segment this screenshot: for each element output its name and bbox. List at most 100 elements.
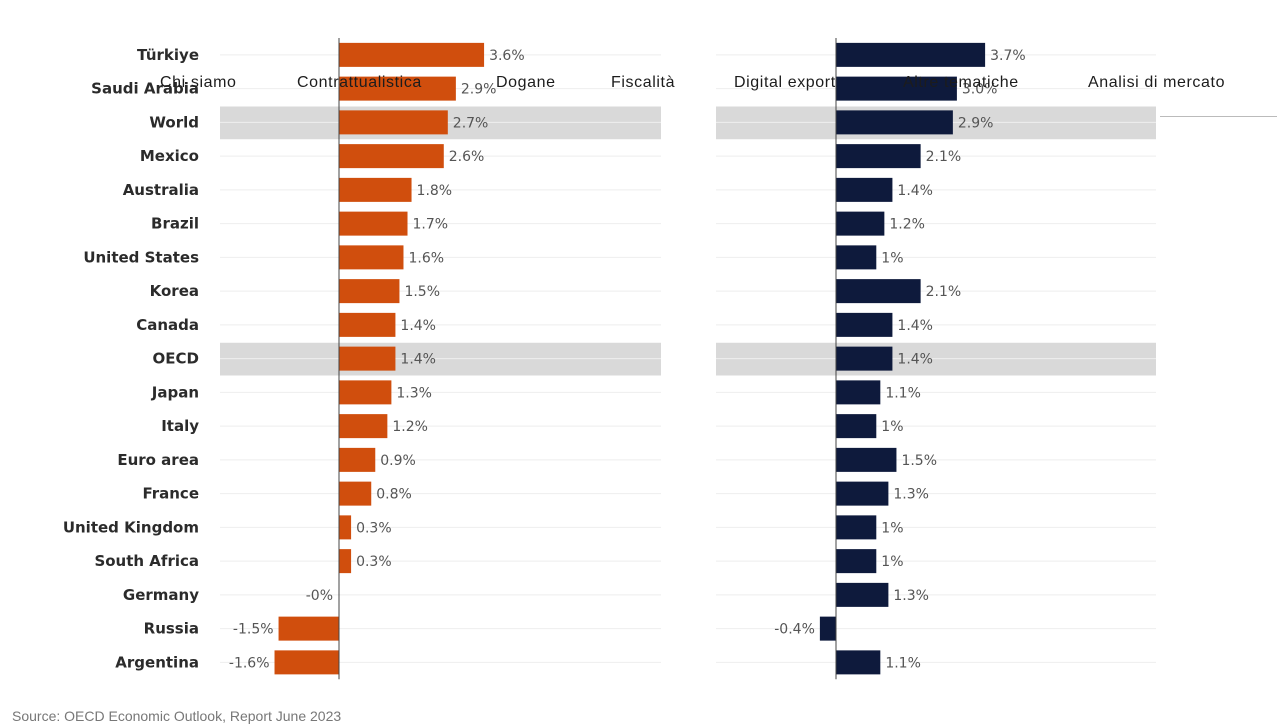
value-label: 1.1% <box>885 655 921 671</box>
category-label: Brazil <box>151 215 199 233</box>
bar <box>836 279 921 304</box>
value-label: 3.0% <box>962 82 998 98</box>
bar <box>836 650 881 675</box>
bar <box>836 346 893 371</box>
bar <box>836 414 877 439</box>
nav-altre-tematiche[interactable]: Altre tematiche <box>903 74 1019 91</box>
bar <box>339 481 372 506</box>
bar <box>339 380 392 405</box>
bar <box>339 211 408 236</box>
value-label: 1.3% <box>893 588 929 604</box>
category-label: Mexico <box>140 147 199 165</box>
value-label: 0.3% <box>356 520 392 536</box>
bar <box>836 380 881 405</box>
value-labels: 3.6% 2.9% 2.7% 2.6% 1.8% 1.7% 1.6% 1.5% 1.4% 1.4%… <box>229 48 1026 672</box>
bar <box>339 312 396 337</box>
bar <box>836 481 889 506</box>
value-label: 1.6% <box>408 250 444 266</box>
bar <box>339 346 396 371</box>
bars <box>274 42 986 675</box>
category-label: World <box>149 113 199 131</box>
value-label: 1.7% <box>413 217 449 233</box>
value-label: 1.5% <box>404 284 440 300</box>
value-label: 2.9% <box>461 82 497 98</box>
category-label: Korea <box>150 282 199 300</box>
value-label: 2.6% <box>449 149 485 165</box>
nav-digital-export[interactable]: Digital export <box>734 74 836 91</box>
bar <box>836 549 877 574</box>
value-label: 1.5% <box>901 453 937 469</box>
nav-dogane[interactable]: Dogane <box>496 74 556 91</box>
value-label: 2.1% <box>926 284 962 300</box>
bar <box>339 42 485 67</box>
value-label: 1% <box>881 419 903 435</box>
menu-underline <box>1160 116 1277 117</box>
category-label: France <box>142 485 199 503</box>
category-label: United States <box>83 248 199 266</box>
category-label: Euro area <box>117 451 199 469</box>
category-label: Argentina <box>115 653 199 671</box>
value-label: 0.9% <box>380 453 416 469</box>
value-label: 2.1% <box>926 149 962 165</box>
value-label: 1.4% <box>897 183 933 199</box>
bar <box>339 447 376 472</box>
value-label: 1.8% <box>417 183 453 199</box>
bar <box>339 144 444 169</box>
bar <box>339 110 448 135</box>
bar <box>836 447 897 472</box>
nav-chi-siamo[interactable]: Chi siamo <box>160 74 237 91</box>
value-label: 1.2% <box>889 217 925 233</box>
value-label: 1% <box>881 520 903 536</box>
bar <box>819 616 836 641</box>
bar <box>339 549 352 574</box>
bar <box>339 414 388 439</box>
category-label: Italy <box>161 417 199 435</box>
site-nav-menu: Chi siamo Contrattualistica Dogane Fisca… <box>0 74 1277 96</box>
value-label: 0.3% <box>356 554 392 570</box>
category-label: Japan <box>151 383 199 401</box>
chart-source: Source: OECD Economic Outlook, Report Ju… <box>12 708 342 724</box>
value-label: 1.3% <box>893 487 929 503</box>
value-label: 1% <box>881 554 903 570</box>
category-label: Canada <box>136 316 199 334</box>
zero-axes <box>338 38 837 680</box>
bar <box>836 76 957 101</box>
value-label: 1.4% <box>400 318 436 334</box>
value-label: 3.6% <box>489 48 525 64</box>
value-label: 1% <box>881 250 903 266</box>
value-label: 1.4% <box>400 352 436 368</box>
bar <box>339 279 400 304</box>
value-label: -1.6% <box>229 655 270 671</box>
value-label: -0% <box>306 588 333 604</box>
bar <box>836 515 877 540</box>
category-label: Saudi Arabia <box>91 80 199 98</box>
category-label: South Africa <box>94 552 199 570</box>
category-label: Germany <box>123 586 199 604</box>
bar <box>836 582 889 607</box>
category-label: Australia <box>123 181 199 199</box>
category-label: OECD <box>153 350 199 368</box>
value-label: -0.4% <box>774 622 815 638</box>
nav-contrattualistica[interactable]: Contrattualistica <box>297 74 422 91</box>
bar <box>836 42 986 67</box>
bar <box>339 515 352 540</box>
value-label: 3.7% <box>990 48 1026 64</box>
bar <box>836 110 953 135</box>
value-label: 1.2% <box>392 419 428 435</box>
nav-analisi-di-mercato[interactable]: Analisi di mercato <box>1088 74 1226 91</box>
bar <box>339 177 412 202</box>
nav-fiscalita[interactable]: Fiscalità <box>611 74 676 91</box>
bar <box>836 312 893 337</box>
bar <box>339 76 456 101</box>
category-label: Türkiye <box>137 46 199 64</box>
value-label: 1.4% <box>897 318 933 334</box>
bar <box>836 144 921 169</box>
bar <box>836 245 877 270</box>
bar <box>274 650 339 675</box>
category-label: United Kingdom <box>63 518 199 536</box>
value-label: 2.7% <box>453 115 489 131</box>
value-label: 2.9% <box>958 115 994 131</box>
bar <box>836 211 885 236</box>
bar <box>278 616 339 641</box>
